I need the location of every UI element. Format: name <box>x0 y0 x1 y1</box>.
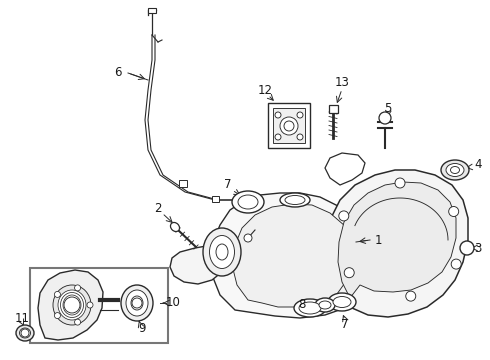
Circle shape <box>460 241 474 255</box>
Circle shape <box>275 134 281 140</box>
Circle shape <box>132 298 142 308</box>
Bar <box>273 108 305 143</box>
Ellipse shape <box>131 296 143 310</box>
Circle shape <box>406 291 416 301</box>
Bar <box>212 196 219 202</box>
Circle shape <box>54 312 60 319</box>
Bar <box>179 180 187 187</box>
Circle shape <box>297 112 303 118</box>
Ellipse shape <box>319 301 331 309</box>
Ellipse shape <box>203 228 241 276</box>
Circle shape <box>21 329 29 337</box>
Ellipse shape <box>328 293 356 311</box>
Text: 6: 6 <box>114 67 122 80</box>
Ellipse shape <box>299 302 321 314</box>
Circle shape <box>379 112 391 124</box>
Circle shape <box>297 134 303 140</box>
Polygon shape <box>38 270 103 340</box>
Ellipse shape <box>333 297 351 307</box>
Ellipse shape <box>280 193 310 207</box>
Ellipse shape <box>280 117 298 135</box>
Ellipse shape <box>315 298 335 312</box>
Ellipse shape <box>238 195 258 209</box>
Circle shape <box>74 319 80 325</box>
Ellipse shape <box>126 290 148 316</box>
Text: 10: 10 <box>166 297 180 310</box>
Ellipse shape <box>294 299 326 317</box>
Ellipse shape <box>450 166 460 174</box>
Ellipse shape <box>284 121 294 131</box>
Bar <box>148 8 156 13</box>
Ellipse shape <box>66 297 78 312</box>
Polygon shape <box>170 245 222 284</box>
Circle shape <box>275 112 281 118</box>
Text: 7: 7 <box>224 179 232 192</box>
Circle shape <box>451 259 461 269</box>
Text: 3: 3 <box>474 242 482 255</box>
Polygon shape <box>210 193 368 318</box>
Circle shape <box>449 207 459 216</box>
Text: 5: 5 <box>384 102 392 114</box>
Ellipse shape <box>53 285 91 325</box>
Ellipse shape <box>446 163 464 176</box>
Bar <box>268 103 310 148</box>
Polygon shape <box>232 204 352 307</box>
Ellipse shape <box>210 235 235 269</box>
Ellipse shape <box>16 325 34 341</box>
Ellipse shape <box>441 160 469 180</box>
Text: 9: 9 <box>138 321 146 334</box>
Text: 12: 12 <box>258 84 272 96</box>
Bar <box>30 268 168 343</box>
Text: 2: 2 <box>154 202 162 215</box>
Text: 1: 1 <box>374 234 382 247</box>
Ellipse shape <box>60 292 83 318</box>
Ellipse shape <box>20 328 30 338</box>
Circle shape <box>395 178 405 188</box>
Circle shape <box>64 297 80 313</box>
Text: 8: 8 <box>298 298 306 311</box>
Ellipse shape <box>121 285 153 321</box>
Polygon shape <box>325 170 468 317</box>
Text: 11: 11 <box>15 311 29 324</box>
Circle shape <box>54 291 60 297</box>
Polygon shape <box>338 182 456 298</box>
Polygon shape <box>325 153 365 185</box>
Circle shape <box>344 268 354 278</box>
Ellipse shape <box>216 244 228 260</box>
Circle shape <box>246 196 254 204</box>
Text: 13: 13 <box>335 77 349 90</box>
Circle shape <box>339 211 349 221</box>
Text: 4: 4 <box>474 158 482 171</box>
Circle shape <box>74 285 80 291</box>
Ellipse shape <box>63 295 81 315</box>
Ellipse shape <box>285 195 305 204</box>
Bar <box>329 105 338 113</box>
Ellipse shape <box>232 191 264 213</box>
Text: 7: 7 <box>341 319 349 332</box>
Ellipse shape <box>244 234 252 242</box>
Ellipse shape <box>58 290 86 320</box>
Circle shape <box>87 302 93 308</box>
Ellipse shape <box>171 222 179 231</box>
